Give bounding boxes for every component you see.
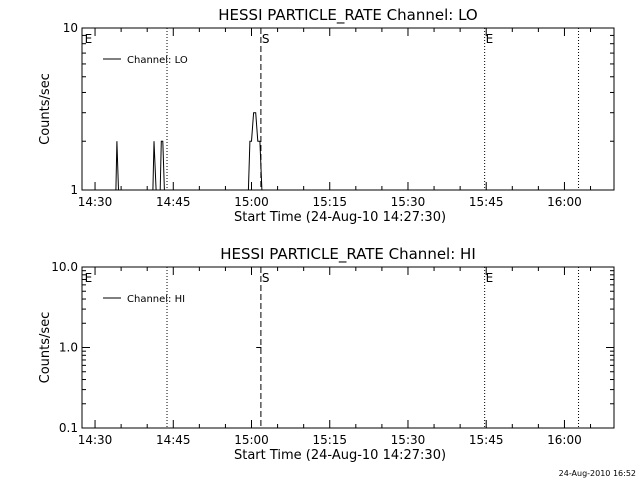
y-axis-label: Counts/sec <box>38 312 53 384</box>
plot-channel-lo: HESSI PARTICLE_RATE Channel: LO 14:30 14:4… <box>38 6 615 225</box>
x-tick-label: 15:15 <box>312 433 347 447</box>
y-tick-label: 10.0 <box>51 260 78 274</box>
y-tick-label: 1.0 <box>59 341 78 355</box>
chart-title: HESSI PARTICLE_RATE Channel: LO <box>218 6 477 25</box>
x-tick-label: 15:45 <box>469 195 504 209</box>
event-marker-label: E <box>85 271 93 285</box>
x-tick-label: 15:45 <box>469 433 504 447</box>
event-marker-label: E <box>486 271 494 285</box>
plot-frame <box>81 266 615 429</box>
x-tick-label: 14:30 <box>78 433 113 447</box>
chart-title: HESSI PARTICLE_RATE Channel: HI <box>220 245 476 264</box>
footer-timestamp: 24-Aug-2010 16:52 <box>559 469 636 478</box>
plot-channel-hi: HESSI PARTICLE_RATE Channel: HI 14:30 14:4… <box>38 245 615 463</box>
legend-label: Channel: HI <box>127 294 185 305</box>
x-axis-label: Start Time (24-Aug-10 14:27:30) <box>234 210 446 225</box>
event-marker-label: E <box>486 32 494 46</box>
y-tick-label: 10 <box>63 21 78 35</box>
event-marker-label: S <box>262 32 270 46</box>
y-tick-label: 0.1 <box>59 421 78 435</box>
y-axis-label: Counts/sec <box>38 73 53 145</box>
x-tick-label: 16:00 <box>547 433 582 447</box>
x-axis-label: Start Time (24-Aug-10 14:27:30) <box>234 448 446 463</box>
y-tick-label: 1 <box>70 183 78 197</box>
event-marker-label: S <box>262 271 270 285</box>
x-tick-label: 14:45 <box>156 433 191 447</box>
x-tick-label: 15:30 <box>391 433 426 447</box>
event-marker-label: E <box>85 32 93 46</box>
series-line <box>115 112 264 191</box>
x-tick-label: 15:00 <box>234 195 269 209</box>
x-tick-label: 14:45 <box>156 195 191 209</box>
x-tick-label: 15:15 <box>312 195 347 209</box>
legend-label: Channel: LO <box>127 55 188 66</box>
x-tick-label: 16:00 <box>547 195 582 209</box>
x-tick-label: 14:30 <box>78 195 113 209</box>
plot-frame <box>81 27 615 191</box>
x-tick-label: 15:00 <box>234 433 269 447</box>
x-tick-label: 15:30 <box>391 195 426 209</box>
